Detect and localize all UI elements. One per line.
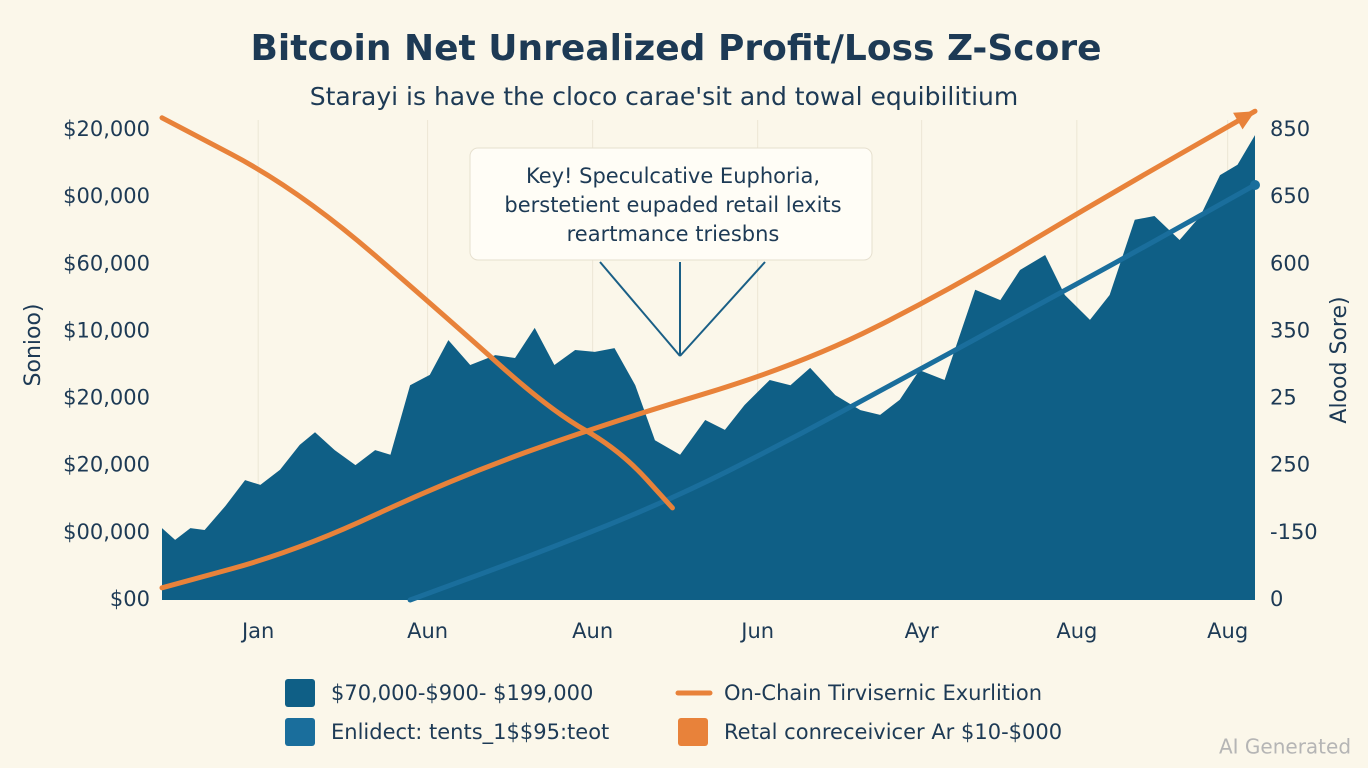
pointer (599, 261, 681, 357)
chart-subtitle: Starayi is have the cloco carae'sit and … (310, 82, 1019, 111)
legend-marker (285, 679, 315, 707)
x-tick-label: Aun (572, 619, 613, 643)
y2-axis-text: -150 (1270, 520, 1318, 544)
x-tick-label: Aug (1056, 619, 1097, 643)
y-axis-text: $00 (110, 587, 150, 611)
legend-label: $70,000-$900- $199,000 (331, 681, 593, 705)
chart-title: Bitcoin Net Unrealized Profit/Loss Z-Sco… (250, 28, 1101, 69)
annotation-text: Key! Speculcative Euphoria, (526, 164, 820, 188)
legend-marker (285, 718, 315, 746)
y-axis-text: $60,000 (63, 251, 150, 275)
y-axis-text: $10,000 (63, 318, 150, 342)
x-tick-label: Jan (240, 619, 274, 643)
legend-label: Retal conreceivicer Ar $10-$000 (724, 720, 1062, 744)
line-end (1250, 179, 1260, 190)
line (159, 115, 675, 511)
y-axis-text: $20,000 (63, 453, 150, 477)
x-tick-label: Ayr (905, 619, 939, 643)
y2-axis-text: 250 (1270, 453, 1310, 477)
y-axis-text: $20,000 (63, 117, 150, 141)
y2-axis-text: 350 (1270, 318, 1310, 342)
pointer (679, 261, 766, 357)
legend-label: On-Chain Tirvisernic Exurlition (724, 681, 1042, 705)
annotation-box (469, 147, 873, 261)
watermark: AI Generated (1219, 735, 1351, 759)
y-axis-text: $00,000 (63, 184, 150, 208)
x-tick-label: Aun (407, 619, 448, 643)
y2-axis-label: Alood Sore) (1327, 296, 1352, 423)
annotation-text: berstetient eupaded retail lexits (504, 193, 841, 217)
y2-axis-text: 0 (1270, 587, 1283, 611)
x-tick-label: Jun (739, 619, 774, 643)
legend-label: Enlidect: tents_1$$95:teot (331, 720, 609, 745)
y2-axis-text: 850 (1270, 117, 1310, 141)
y2-axis-text: 650 (1270, 184, 1310, 208)
annotation: Key! Speculcative Euphoria, berstetient … (469, 147, 873, 357)
area (162, 135, 1255, 601)
x-tick-label: Aug (1207, 619, 1248, 643)
legend-marker (678, 718, 708, 746)
y2-axis-text: 25 (1270, 386, 1297, 410)
arrowhead (1233, 111, 1255, 130)
line (159, 108, 1258, 591)
annotation-text: reartmance triesbns (567, 222, 780, 246)
plot (159, 108, 1260, 603)
y2-axis-text: 600 (1270, 251, 1310, 275)
y-axis-text: $00,000 (63, 520, 150, 544)
line (407, 182, 1258, 603)
y-axis-label: Sonioo) (21, 304, 46, 387)
y-axis-text: $20,000 (63, 386, 150, 410)
